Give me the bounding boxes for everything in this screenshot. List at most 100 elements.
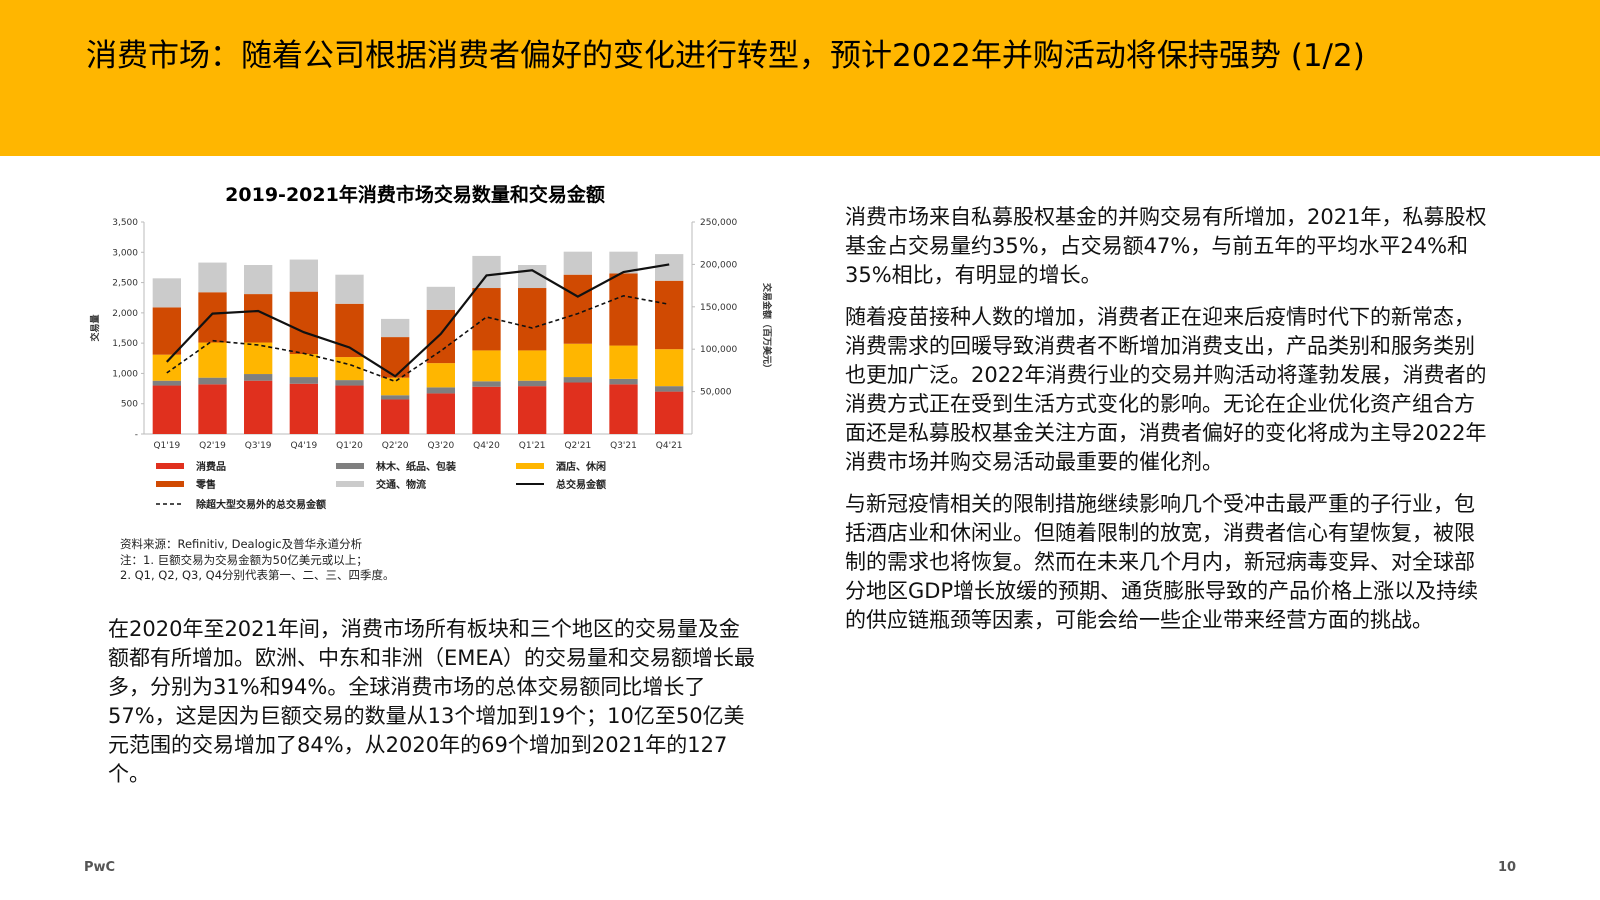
- bar-segment: [289, 291, 318, 355]
- y-tick-label: 2,000: [112, 309, 138, 319]
- bar-segment: [198, 342, 227, 378]
- bar-segment: [609, 251, 638, 274]
- bar-segment: [563, 382, 592, 434]
- bar-segment: [335, 380, 364, 386]
- footnote-1: 注：1. 巨额交易为交易金额为50亿美元或以上；: [120, 552, 368, 567]
- bar-segment: [426, 309, 455, 364]
- page-number: 10: [1498, 860, 1517, 875]
- right-paragraph-1: 消费市场来自私募股权基金的并购交易有所增加，2021年，私募股权基金占交易量约3…: [845, 205, 1487, 287]
- legend-swatch: [156, 463, 184, 469]
- y2-axis-title: 交易金额（百万美元）: [761, 283, 773, 373]
- bar-segment: [198, 377, 227, 385]
- bar-segment: [655, 391, 684, 434]
- bar-segment: [244, 374, 273, 381]
- x-tick-label: Q4'19: [290, 441, 317, 451]
- bar-segment: [426, 393, 455, 434]
- source-note: 资料来源：Refinitiv, Dealogic及普华永道分析: [120, 537, 363, 551]
- bar-segment: [335, 357, 364, 381]
- bar-segment: [381, 337, 410, 378]
- y-tick-label: 1,500: [112, 339, 138, 349]
- bar-segment: [152, 307, 181, 355]
- bar-segment: [198, 384, 227, 434]
- bar-segment: [381, 377, 410, 396]
- legend-swatch: [516, 463, 544, 469]
- bar-segment: [609, 378, 638, 385]
- x-tick-label: Q3'20: [427, 441, 454, 451]
- legend-swatch: [336, 481, 364, 487]
- x-tick-label: Q3'21: [610, 441, 637, 451]
- deal-chart: - 500 1,000 1,500 2,000 2,500 3,000 3,500 50,000…: [89, 218, 773, 511]
- bar-segment: [426, 363, 455, 388]
- y2-tick-label: 50,000: [700, 388, 732, 398]
- legend-label: 消费品: [196, 460, 226, 473]
- legend-label: 交通、物流: [376, 478, 426, 491]
- bar-segment: [426, 387, 455, 394]
- bar-segment: [563, 343, 592, 378]
- bar-segment: [518, 380, 547, 387]
- bar-segment: [609, 273, 638, 346]
- legend-label: 酒店、休闲: [556, 460, 606, 473]
- x-tick-label: Q3'19: [245, 441, 272, 451]
- bar-segment: [609, 345, 638, 379]
- bar-segment: [244, 265, 273, 295]
- bar-segment: [655, 254, 684, 281]
- bar-segment: [472, 386, 501, 434]
- bar-segment: [289, 354, 318, 378]
- bar-segment: [381, 318, 410, 338]
- title-banner: 消费市场：随着公司根据消费者偏好的变化进行转型，预计2022年并购活动将保持强势…: [0, 0, 1600, 156]
- bar-segment: [609, 384, 638, 434]
- legend-swatch: [156, 481, 184, 487]
- y2-tick-label: 100,000: [700, 345, 737, 355]
- right-paragraph-2: 随着疫苗接种人数的增加，消费者正在迎来后疫情时代下的新常态，消费需求的回暖导致消…: [845, 305, 1487, 474]
- legend-label: 总交易金额: [556, 478, 606, 491]
- footer-brand: PwC: [84, 860, 116, 875]
- y-tick-label: -: [135, 430, 138, 440]
- footnote-2: 2. Q1, Q2, Q3, Q4分别代表第一、二、三、四季度。: [120, 568, 395, 582]
- x-tick-label: Q1'21: [519, 441, 546, 451]
- bar-segment: [152, 278, 181, 308]
- x-tick-label: Q4'20: [473, 441, 500, 451]
- bar-segment: [335, 274, 364, 304]
- chart-notes: 资料来源：Refinitiv, Dealogic及普华永道分析 注：1. 巨额交…: [120, 537, 395, 584]
- bar-segment: [244, 342, 273, 375]
- bar-segment: [472, 255, 501, 289]
- bar-segment: [198, 262, 227, 293]
- bar-segment: [152, 380, 181, 386]
- bar-segment: [335, 385, 364, 434]
- legend-label: 除超大型交易外的总交易金额: [196, 498, 326, 511]
- bar-segment: [381, 395, 410, 400]
- legend-swatch: [336, 463, 364, 469]
- legend-label: 林木、纸品、包装: [376, 460, 456, 473]
- bar-segment: [244, 380, 273, 434]
- excl-mega-deals-line: [166, 294, 670, 383]
- bar-segment: [289, 383, 318, 434]
- bar-segment: [381, 399, 410, 434]
- total-value-line: [166, 263, 670, 378]
- y-tick-label: 3,500: [112, 218, 138, 228]
- legend-label: 零售: [195, 478, 216, 491]
- bar-segment: [655, 349, 684, 387]
- y-tick-label: 500: [121, 400, 138, 410]
- x-tick-label: Q4'21: [656, 441, 683, 451]
- bar-segment: [289, 377, 318, 384]
- right-column: 消费市场来自私募股权基金的并购交易有所增加，2021年，私募股权基金占交易量约3…: [845, 203, 1495, 648]
- bar-segment: [152, 354, 181, 381]
- bar-segment: [198, 292, 227, 343]
- x-tick-label: Q2'21: [564, 441, 591, 451]
- x-tick-label: Q1'19: [153, 441, 180, 451]
- bar-segment: [563, 251, 592, 275]
- bar-segment: [152, 385, 181, 434]
- bar-segment: [563, 377, 592, 383]
- bar-segment: [563, 274, 592, 344]
- bar-segment: [518, 288, 547, 351]
- bar-segment: [244, 294, 273, 343]
- y2-tick-label: 250,000: [700, 218, 737, 228]
- y-tick-label: 1,000: [112, 369, 138, 379]
- bar-segment: [655, 386, 684, 392]
- right-paragraph-3: 与新冠疫情相关的限制措施继续影响几个受冲击最严重的子行业，包括酒店业和休闲业。但…: [845, 492, 1479, 632]
- y2-tick-label: 150,000: [700, 303, 737, 313]
- y-axis-title: 交易量: [89, 314, 101, 341]
- bar-segment: [655, 280, 684, 350]
- bar-segment: [335, 303, 364, 358]
- x-tick-label: Q2'20: [382, 441, 409, 451]
